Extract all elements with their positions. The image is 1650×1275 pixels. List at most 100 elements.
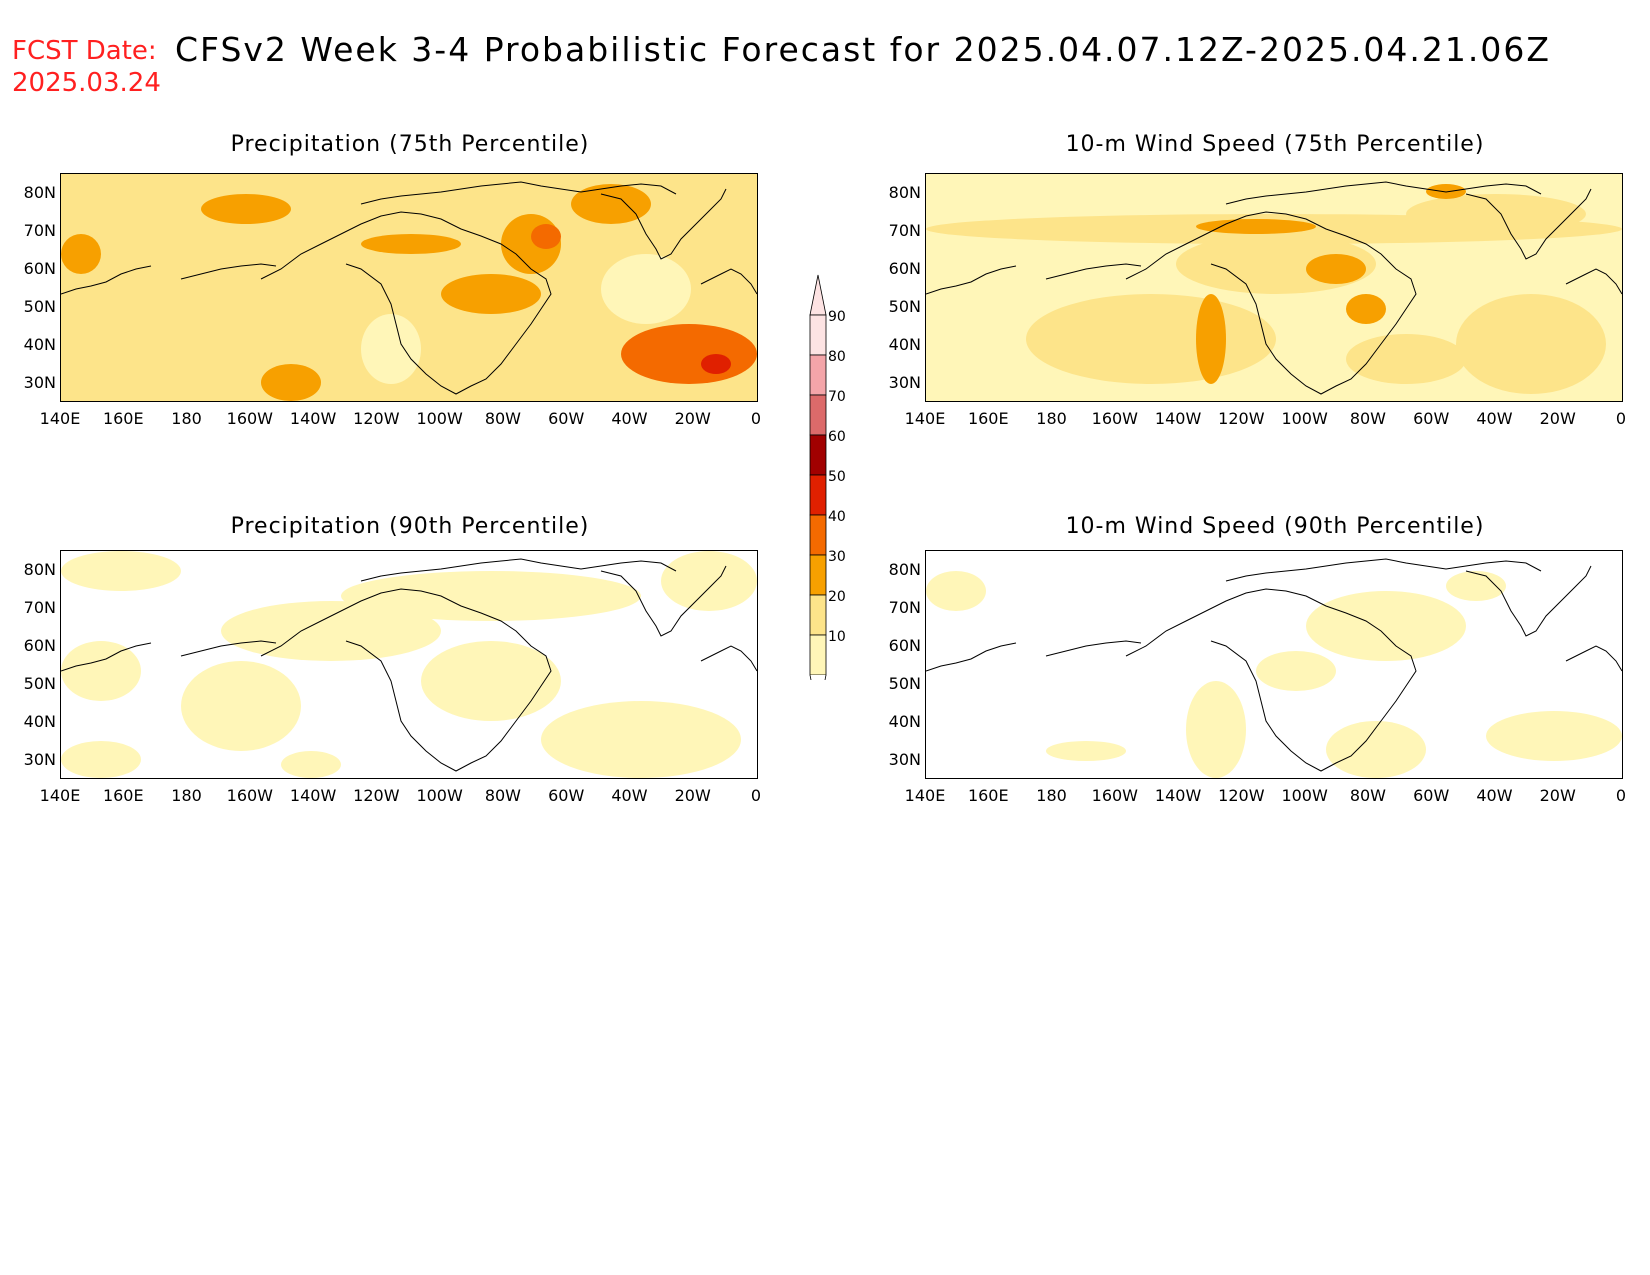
- panel-title-wind-90: 10-m Wind Speed (90th Percentile): [1065, 514, 1485, 539]
- probability-patch: [181, 661, 301, 751]
- colorbar-svg: [809, 274, 827, 716]
- lat-tick-label: 60N: [23, 636, 56, 655]
- lat-tick-label: 40N: [888, 712, 921, 731]
- probability-patch: [1046, 741, 1126, 761]
- colorbar-label: 60: [828, 429, 846, 445]
- coastline: [1045, 640, 1142, 657]
- lon-tick-label: 40W: [1476, 786, 1513, 805]
- probability-patch: [61, 551, 181, 591]
- probability-patch: [1346, 294, 1386, 324]
- map-wind-90: [925, 550, 1623, 779]
- coastline: [600, 565, 727, 637]
- lat-tick-label: 40N: [23, 712, 56, 731]
- lon-tick-label: 120W: [353, 409, 400, 428]
- panel-title-precip-75: Precipitation (75th Percentile): [230, 132, 590, 157]
- probability-patch: [341, 571, 641, 621]
- lon-tick-label: 0: [750, 786, 762, 805]
- lat-tick-label: 80N: [23, 560, 56, 579]
- colorbar-swatch: [809, 394, 827, 436]
- lon-tick-label: 180: [171, 786, 202, 805]
- lat-tick-label: 30N: [23, 373, 56, 392]
- panel-title-wind-75: 10-m Wind Speed (75th Percentile): [1065, 132, 1485, 157]
- probability-patch: [1306, 591, 1466, 661]
- lon-tick-label: 80W: [484, 786, 521, 805]
- colorbar-swatch: [809, 634, 827, 676]
- lon-tick-label: 100W: [1281, 409, 1328, 428]
- lat-tick-label: 50N: [888, 297, 921, 316]
- lon-tick-label: 60W: [548, 409, 585, 428]
- probability-patch: [1196, 294, 1226, 384]
- lon-tick-label: 0: [1615, 409, 1627, 428]
- lon-tick-label: 160E: [967, 786, 1009, 805]
- lon-tick-label: 140W: [289, 409, 337, 428]
- coastline: [1465, 188, 1592, 260]
- coastline: [260, 588, 552, 772]
- panel-title-precip-90: Precipitation (90th Percentile): [230, 514, 590, 539]
- colorbar-swatch: [809, 354, 827, 396]
- lon-tick-label: 100W: [1281, 786, 1328, 805]
- lon-tick-label: 60W: [1413, 786, 1450, 805]
- coastline: [360, 558, 677, 582]
- colorbar-swatch: [809, 474, 827, 516]
- map-precip-75: [60, 173, 758, 402]
- probability-patch: [926, 571, 986, 611]
- map-field-svg: [61, 174, 757, 401]
- coastline: [180, 640, 277, 657]
- lon-tick-label: 180: [1036, 786, 1067, 805]
- lon-tick-label: 0: [1615, 786, 1627, 805]
- coastline: [1125, 211, 1417, 395]
- lon-tick-label: 100W: [416, 409, 463, 428]
- lat-tick-label: 80N: [888, 560, 921, 579]
- lat-tick-label: 30N: [888, 373, 921, 392]
- lon-tick-label: 160W: [226, 786, 273, 805]
- lon-tick-label: 140W: [289, 786, 337, 805]
- lon-tick-label: 100W: [416, 786, 463, 805]
- lon-tick-label: 40W: [611, 786, 648, 805]
- coastline: [926, 642, 1017, 672]
- probability-patch: [1446, 571, 1506, 601]
- coastline: [1565, 268, 1622, 295]
- coastline: [61, 642, 152, 672]
- coastline: [1225, 558, 1542, 582]
- probability-patch: [221, 601, 441, 661]
- colorbar-bottom-arrow: [809, 674, 827, 716]
- lon-tick-label: 140E: [39, 409, 81, 428]
- lon-tick-label: 140W: [1154, 786, 1202, 805]
- probability-patch: [1186, 681, 1246, 778]
- lat-tick-label: 70N: [23, 598, 56, 617]
- lat-tick-label: 40N: [888, 335, 921, 354]
- colorbar: 90 80 70 60 50 40 30 20 10: [800, 270, 900, 716]
- coastline: [1225, 181, 1542, 205]
- map-precip-90: [60, 550, 758, 779]
- coastline: [260, 211, 552, 395]
- coastline: [926, 265, 1017, 295]
- colorbar-label: 10: [828, 629, 846, 645]
- probability-patch: [441, 274, 541, 314]
- lat-tick-label: 70N: [23, 221, 56, 240]
- colorbar-label: 80: [828, 349, 846, 365]
- lon-tick-label: 180: [1036, 409, 1067, 428]
- coastline: [360, 181, 677, 205]
- lon-tick-label: 160W: [226, 409, 273, 428]
- colorbar-top-arrow: [809, 274, 827, 316]
- probability-patch: [1256, 651, 1336, 691]
- coastline: [1125, 588, 1417, 772]
- map-field-svg: [926, 174, 1622, 401]
- probability-patch: [1026, 294, 1276, 384]
- colorbar-swatch: [809, 594, 827, 636]
- probability-patch: [261, 364, 321, 401]
- probability-patch: [61, 741, 141, 778]
- colorbar-label: 30: [828, 549, 846, 565]
- lon-tick-label: 120W: [1218, 409, 1265, 428]
- colorbar-swatch: [809, 554, 827, 596]
- lon-tick-label: 40W: [611, 409, 648, 428]
- colorbar-label: 50: [828, 469, 846, 485]
- coastline: [61, 265, 152, 295]
- probability-patch: [1346, 334, 1466, 384]
- lon-tick-label: 180: [171, 409, 202, 428]
- lon-tick-label: 20W: [674, 409, 711, 428]
- probability-patch: [601, 254, 691, 324]
- probability-patch: [1406, 194, 1586, 234]
- lat-tick-label: 70N: [888, 598, 921, 617]
- colorbar-label: 40: [828, 509, 846, 525]
